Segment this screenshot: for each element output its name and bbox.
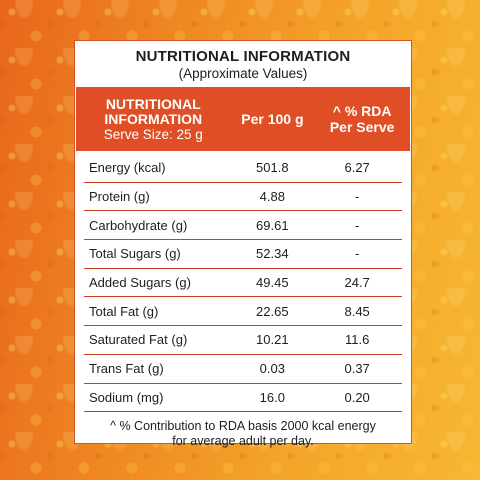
table-row: Saturated Fat (g) 10.21 11.6 bbox=[84, 326, 402, 355]
nutrient-per-100g: 22.65 bbox=[256, 303, 289, 319]
table-row: Total Sugars (g) 52.34 - bbox=[84, 240, 402, 269]
nutrient-name: Energy (kcal) bbox=[89, 160, 166, 176]
table-row: Total Fat (g) 22.65 8.45 bbox=[84, 297, 402, 327]
nutrient-name: Total Fat (g) bbox=[89, 303, 159, 319]
nutrient-per-100g: 0.03 bbox=[259, 361, 285, 377]
nutrient-per-100g: 52.34 bbox=[256, 246, 289, 262]
nutrient-per-100g: 4.88 bbox=[259, 189, 285, 205]
header-nutrient-line1: NUTRITIONAL bbox=[105, 95, 201, 112]
table-row: Sodium (mg) 16.0 0.20 bbox=[84, 384, 402, 413]
nutrient-name: Added Sugars (g) bbox=[89, 275, 191, 291]
header-nutrient-column: NUTRITIONAL INFORMATION Serve Size: 25 g bbox=[76, 95, 231, 142]
nutrition-card: NUTRITIONAL INFORMATION (Approximate Val… bbox=[74, 40, 412, 448]
page-title: NUTRITIONAL INFORMATION bbox=[135, 48, 351, 65]
nutrient-name: Trans Fat (g) bbox=[89, 361, 164, 377]
footnote-line2: for average adult per day. bbox=[172, 434, 314, 449]
table-header: NUTRITIONAL INFORMATION Serve Size: 25 g… bbox=[76, 87, 410, 151]
nutrient-per-100g: 10.21 bbox=[256, 332, 289, 348]
header-rda-line1: ^ % RDA bbox=[332, 103, 392, 119]
nutrient-per-100g: 16.0 bbox=[259, 389, 285, 405]
header-rda-line2: Per Serve bbox=[329, 119, 395, 135]
title-block: NUTRITIONAL INFORMATION (Approximate Val… bbox=[75, 41, 411, 87]
nutrient-name: Carbohydrate (g) bbox=[89, 217, 188, 233]
header-rda-column: ^ % RDA Per Serve bbox=[314, 103, 410, 135]
nutrient-name: Total Sugars (g) bbox=[89, 246, 181, 262]
nutrient-rda: 24.7 bbox=[344, 275, 370, 291]
nutrient-name: Saturated Fat (g) bbox=[89, 332, 188, 348]
header-nutrient-line2: INFORMATION bbox=[104, 110, 203, 127]
nutrient-rda: 8.45 bbox=[344, 303, 370, 319]
footnote: ^ % Contribution to RDA basis 2000 kcal … bbox=[75, 412, 411, 449]
nutrient-rda: - bbox=[354, 246, 360, 262]
table-row: Protein (g) 4.88 - bbox=[84, 183, 402, 212]
header-per-100g: Per 100 g bbox=[241, 111, 304, 127]
table-row: Carbohydrate (g) 69.61 - bbox=[84, 211, 402, 241]
table-row: Added Sugars (g) 49.45 24.7 bbox=[84, 269, 402, 298]
table-body: Energy (kcal) 501.8 6.27 Protein (g) 4.8… bbox=[75, 154, 411, 413]
page-subtitle: (Approximate Values) bbox=[178, 66, 308, 81]
footnote-line1: ^ % Contribution to RDA basis 2000 kcal … bbox=[110, 419, 376, 434]
nutrient-rda: 0.37 bbox=[344, 361, 370, 377]
nutrient-rda: 11.6 bbox=[344, 332, 370, 348]
nutrient-per-100g: 49.45 bbox=[256, 275, 289, 291]
table-row: Trans Fat (g) 0.03 0.37 bbox=[84, 355, 402, 384]
header-serve-size: Serve Size: 25 g bbox=[103, 126, 203, 142]
nutrient-rda: 6.27 bbox=[344, 160, 370, 176]
nutrient-rda: 0.20 bbox=[344, 389, 370, 405]
nutrient-rda: - bbox=[354, 189, 360, 205]
nutrient-per-100g: 501.8 bbox=[256, 160, 289, 176]
nutrient-name: Sodium (mg) bbox=[89, 389, 164, 405]
nutrient-per-100g: 69.61 bbox=[256, 217, 289, 233]
nutrient-rda: - bbox=[354, 217, 360, 233]
nutrient-name: Protein (g) bbox=[89, 189, 150, 205]
table-row: Energy (kcal) 501.8 6.27 bbox=[84, 154, 402, 183]
